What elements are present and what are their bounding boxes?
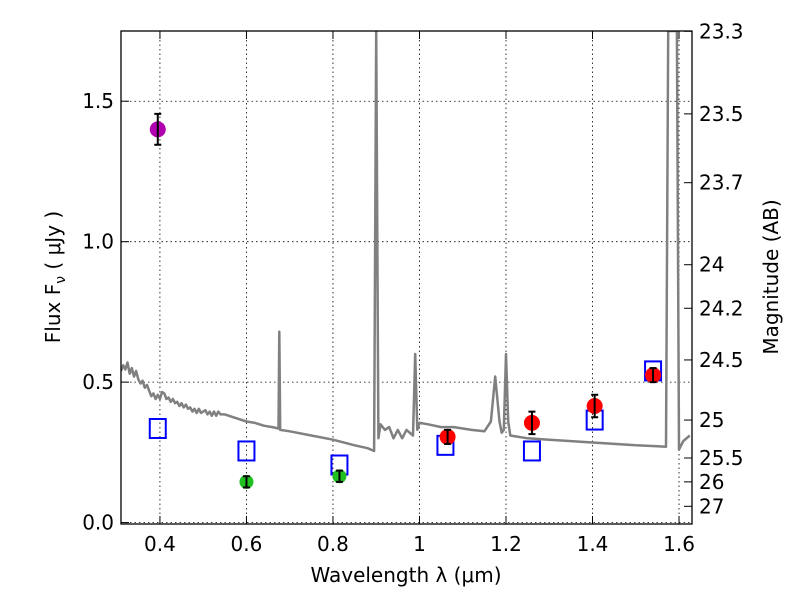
mag-tick-label: 26 bbox=[699, 470, 724, 494]
axes-frame bbox=[120, 30, 693, 525]
x-tick-label: 1.4 bbox=[577, 532, 609, 556]
mag-tick-label: 24 bbox=[699, 253, 724, 277]
x-tick-label: 0.8 bbox=[317, 532, 349, 556]
y-axis-label-main: Flux F bbox=[41, 284, 65, 343]
model-flux-square bbox=[148, 417, 167, 439]
plot-area bbox=[121, 31, 691, 489]
mag-tick-label: 25 bbox=[699, 408, 724, 432]
y-tick-label: 0.5 bbox=[82, 370, 114, 394]
mag-tick-label: 25.5 bbox=[699, 446, 744, 470]
mag-tick-label: 23.7 bbox=[699, 171, 744, 195]
x-tick-label: 1.6 bbox=[663, 532, 695, 556]
axis-ticks: 0.4 0.6 0.8 1 1.2 1.4 1.6 0.0 0.5 1.0 1.5 23.3 23.5 2… bbox=[82, 19, 743, 556]
mag-tick-label: 23.5 bbox=[699, 102, 744, 126]
model-flux-square bbox=[522, 440, 541, 462]
y-tick-label: 1.5 bbox=[82, 89, 114, 113]
x-tick-label: 1.2 bbox=[490, 532, 522, 556]
y-axis-label-unit: ( μJy ) bbox=[41, 211, 65, 276]
y-axis-label-sub: ν bbox=[53, 276, 69, 284]
y-axis-label: Flux Fν ( μJy ) bbox=[41, 211, 69, 343]
mag-tick-label: 23.3 bbox=[699, 19, 744, 43]
x-tick-label: 0.6 bbox=[231, 532, 263, 556]
x-axis-label: Wavelength λ (μm) bbox=[310, 563, 501, 587]
x-tick-label: 0.4 bbox=[144, 532, 176, 556]
x-tick-label: 1 bbox=[413, 532, 426, 556]
mag-tick-label: 24.5 bbox=[699, 348, 744, 372]
mag-tick-label: 24.2 bbox=[699, 296, 744, 320]
grid bbox=[121, 31, 692, 524]
y-tick-label: 0.0 bbox=[82, 511, 114, 535]
plot-frame bbox=[120, 30, 693, 525]
mag-tick-label: 27 bbox=[699, 494, 724, 518]
y2-axis-label: Magnitude (AB) bbox=[759, 199, 783, 354]
model-flux-square bbox=[237, 440, 256, 462]
model-spectrum-line bbox=[121, 31, 691, 453]
y-tick-label: 1.0 bbox=[82, 230, 114, 254]
